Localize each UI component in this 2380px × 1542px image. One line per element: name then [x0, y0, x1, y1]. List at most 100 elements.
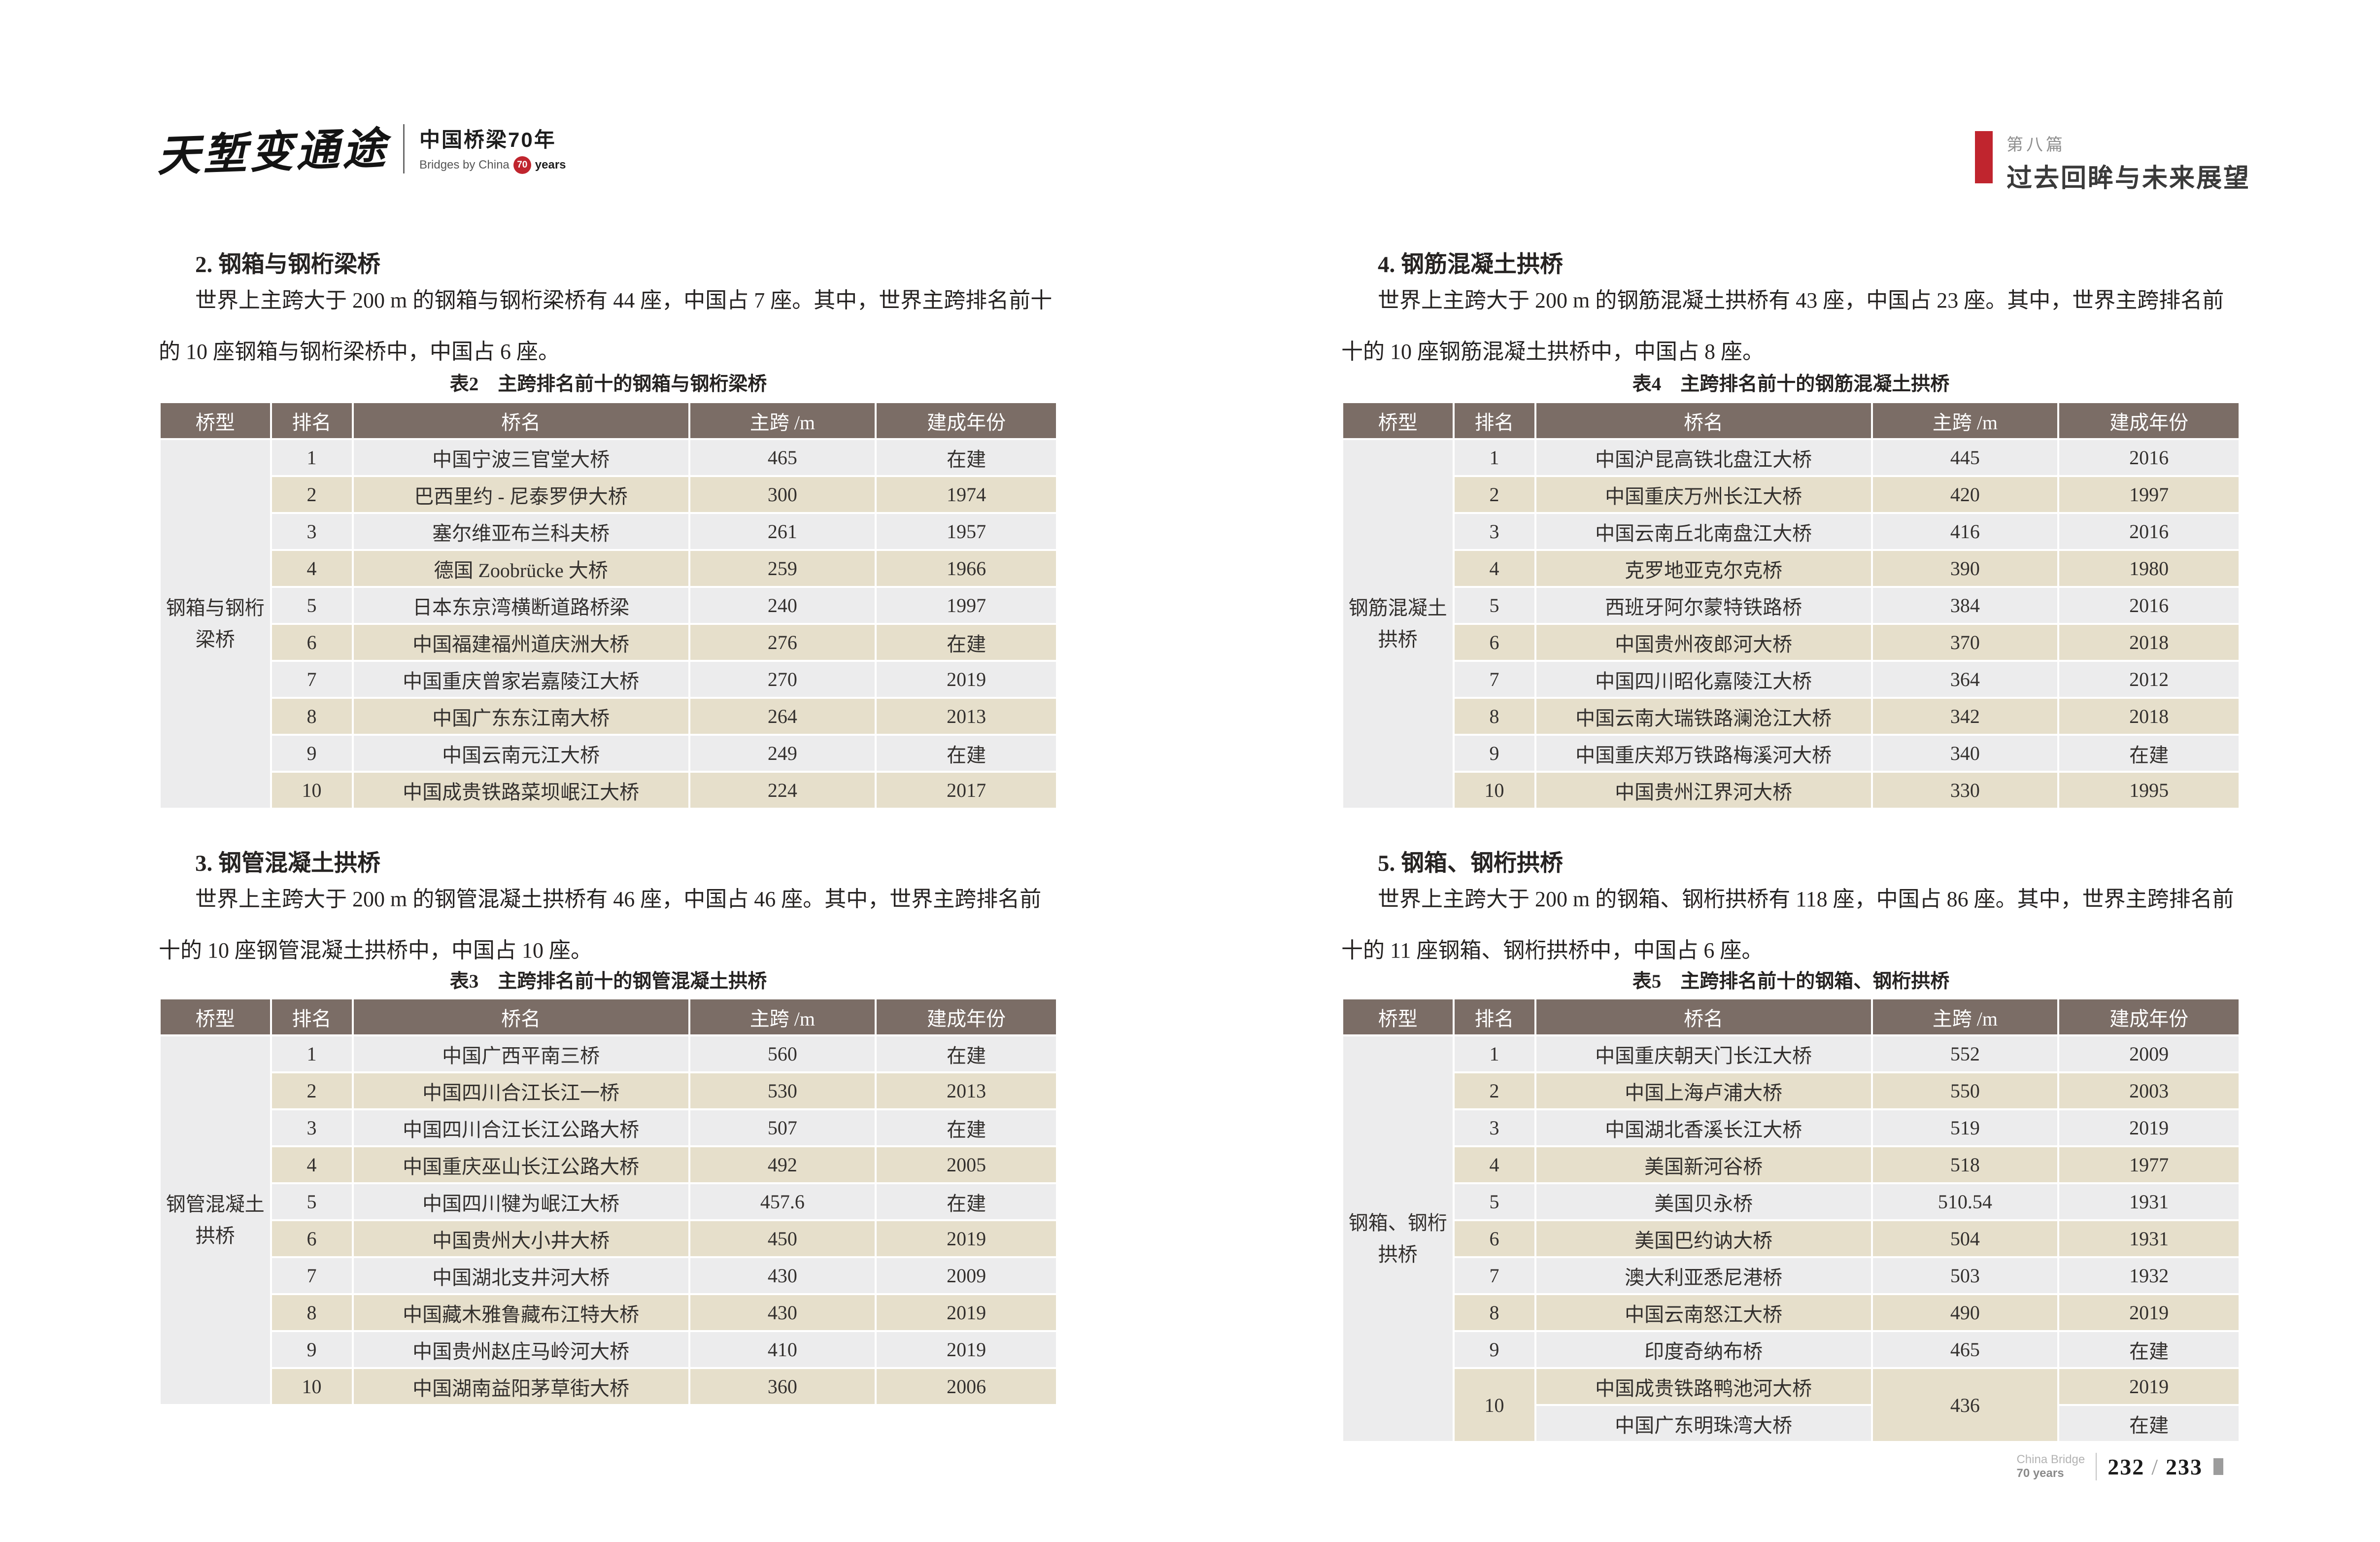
bridge-name-cell: 中国云南怒江大桥 [1536, 1295, 1871, 1330]
main-span-cell: 390 [1872, 551, 2058, 586]
year-built-cell: 2009 [877, 1258, 1056, 1293]
year-built-cell: 2012 [2059, 662, 2239, 697]
year-built-cell: 在建 [877, 625, 1056, 660]
year-built-cell: 2018 [2059, 699, 2239, 734]
bridge-name-cell: 中国四川合江长江一桥 [353, 1073, 688, 1108]
main-span-cell: 364 [1872, 662, 2058, 697]
rank-cell: 9 [272, 1332, 352, 1367]
year-built-cell: 2019 [2059, 1295, 2239, 1330]
bridge-name-cell: 澳大利亚悉尼港桥 [1536, 1258, 1871, 1293]
main-span-cell: 360 [690, 1369, 875, 1404]
year-built-cell: 1957 [877, 514, 1056, 549]
column-header: 桥型 [1343, 999, 1453, 1034]
bridge-name-cell: 中国云南元江大桥 [353, 736, 688, 771]
year-built-cell: 2019 [2059, 1369, 2239, 1404]
column-header: 桥名 [1536, 999, 1871, 1034]
section-paragraph: 世界上主跨大于 200 m 的钢箱、钢桁拱桥有 118 座，中国占 86 座。其… [1341, 887, 2234, 962]
rank-cell: 8 [272, 1295, 352, 1330]
table-header-row: 桥型 排名 桥名 主跨 /m 建成年份 [1343, 999, 2239, 1034]
table-row: 3 中国四川合江长江公路大桥 507 在建 [161, 1110, 1056, 1145]
bridge-name-cell: 中国云南丘北南盘江大桥 [1536, 514, 1871, 549]
table-row: 9 中国云南元江大桥 249 在建 [161, 736, 1056, 771]
column-header: 桥型 [161, 403, 270, 438]
footer-brand: China Bridge 70 years [2016, 1453, 2085, 1480]
bridge-name-cell: 中国重庆曾家岩嘉陵江大桥 [353, 662, 688, 697]
main-span-cell: 224 [690, 773, 875, 808]
column-header: 桥名 [353, 403, 688, 438]
table-header-row: 桥型 排名 桥名 主跨 /m 建成年份 [1343, 403, 2239, 438]
page-number-separator: / [2151, 1454, 2159, 1479]
main-span-cell: 465 [1872, 1332, 2058, 1367]
column-header: 主跨 /m [690, 999, 875, 1034]
rank-cell: 3 [1454, 514, 1534, 549]
main-span-cell: 436 [1872, 1369, 2058, 1441]
bridge-ranking-table: 桥型 排名 桥名 主跨 /m 建成年份 钢箱与钢桁 梁桥 1 中国宁波三官堂大桥 465 在建 2 巴… [159, 401, 1058, 810]
bridge-name-cell: 美国新河谷桥 [1536, 1147, 1871, 1182]
rank-cell: 3 [272, 1110, 352, 1145]
year-built-cell: 在建 [2059, 1332, 2239, 1367]
bridge-name-cell: 中国沪昆高铁北盘江大桥 [1536, 440, 1871, 475]
bridge-name-cell: 中国四川合江长江公路大桥 [353, 1110, 688, 1145]
bridge-name-cell: 中国重庆朝天门长江大桥 [1536, 1036, 1871, 1071]
rank-cell: 2 [272, 1073, 352, 1108]
rank-cell: 4 [1454, 551, 1534, 586]
year-built-cell: 2016 [2059, 514, 2239, 549]
table-row: 7 澳大利亚悉尼港桥 503 1932 [1343, 1258, 2239, 1293]
table-row: 8 中国云南怒江大桥 490 2019 [1343, 1295, 2239, 1330]
page-numbers: 232 / 233 [2108, 1454, 2203, 1480]
table-row: 钢筋混凝土 拱桥 1 中国沪昆高铁北盘江大桥 445 2016 [1343, 440, 2239, 808]
main-span-cell: 420 [1872, 477, 2058, 512]
table-row: 4 克罗地亚克尔克桥 390 1980 [1343, 551, 2239, 586]
main-span-cell: 519 [1872, 1110, 2058, 1145]
right-page-column: 4. 钢筋混凝土拱桥 世界上主跨大于 200 m 的钢筋混凝土拱桥有 43 座，… [1341, 0, 2241, 1542]
main-span-cell: 259 [690, 551, 875, 586]
bridge-name-cell: 日本东京湾横断道路桥梁 [353, 588, 688, 623]
bridge-type-cell: 钢筋混凝土 拱桥 [1343, 440, 1453, 808]
bridge-name-cell: 中国重庆万州长江大桥 [1536, 477, 1871, 512]
rank-cell: 10 [1454, 773, 1534, 808]
year-built-cell: 在建 [877, 1036, 1056, 1071]
main-span-cell: 249 [690, 736, 875, 771]
rank-cell: 9 [1454, 736, 1534, 771]
year-built-cell: 2019 [2059, 1110, 2239, 1145]
bridge-name-cell: 中国贵州大小井大桥 [353, 1221, 688, 1256]
chapter-header: 第八篇 过去回眸与未来展望 [1974, 131, 2250, 194]
table-caption: 表2 主跨排名前十的钢箱与钢桁梁桥 [449, 374, 767, 395]
rank-cell: 6 [272, 1221, 352, 1256]
column-header: 建成年份 [2059, 999, 2239, 1034]
section-heading: 2. 钢箱与钢桁梁桥 [195, 252, 380, 277]
page-footer: China Bridge 70 years 232 / 233 [2016, 1453, 2223, 1480]
year-built-cell: 2006 [877, 1369, 1056, 1404]
table-row: 2 中国四川合江长江一桥 530 2013 [161, 1073, 1056, 1108]
year-built-cell: 在建 [2059, 736, 2239, 771]
bridge-name-cell: 中国四川昭化嘉陵江大桥 [1536, 662, 1871, 697]
main-span-cell: 384 [1872, 588, 2058, 623]
bridge-name-cell: 中国贵州江界河大桥 [1536, 773, 1871, 808]
table-row: 6 中国贵州大小井大桥 450 2019 [161, 1221, 1056, 1256]
bridge-name-cell: 塞尔维亚布兰科夫桥 [353, 514, 688, 549]
year-built-cell: 在建 [877, 1110, 1056, 1145]
year-built-cell: 在建 [877, 440, 1056, 475]
section-paragraph: 世界上主跨大于 200 m 的钢管混凝土拱桥有 46 座，中国占 46 座。其中… [159, 887, 1042, 962]
page-number-left: 232 [2108, 1454, 2145, 1479]
bridge-name-cell: 中国成贵铁路鸭池河大桥 [1536, 1369, 1871, 1404]
column-header: 排名 [1454, 999, 1534, 1034]
section-paragraph: 世界上主跨大于 200 m 的钢箱与钢桁梁桥有 44 座，中国占 7 座。其中，… [159, 288, 1053, 364]
table-row: 钢箱、钢桁 拱桥 1 中国重庆朝天门长江大桥 552 2009 [1343, 1036, 2239, 1441]
main-span-cell: 503 [1872, 1258, 2058, 1293]
table-row: 10 中国湖南益阳茅草街大桥 360 2006 [161, 1369, 1056, 1404]
bridge-name-cell: 德国 Zoobrücke 大桥 [353, 551, 688, 586]
rank-cell: 8 [1454, 699, 1534, 734]
table-row: 7 中国重庆曾家岩嘉陵江大桥 270 2019 [161, 662, 1056, 697]
main-span-cell: 240 [690, 588, 875, 623]
column-header: 桥名 [353, 999, 688, 1034]
bridge-name-cell: 中国湖北支井河大桥 [353, 1258, 688, 1293]
bridge-name-cell: 中国重庆郑万铁路梅溪河大桥 [1536, 736, 1871, 771]
table-container: 桥型 排名 桥名 主跨 /m 建成年份 钢箱与钢桁 梁桥 1 中国宁波三官堂大桥 465 在建 2 巴… [159, 401, 1058, 810]
table-row: 5 中国四川犍为岷江大桥 457.6 在建 [161, 1184, 1056, 1219]
rank-cell: 10 [1454, 1369, 1534, 1441]
year-built-cell: 2003 [2059, 1073, 2239, 1108]
table-row: 5 美国贝永桥 510.54 1931 [1343, 1184, 2239, 1219]
main-span-cell: 261 [690, 514, 875, 549]
table-row: 9 中国贵州赵庄马岭河大桥 410 2019 [161, 1332, 1056, 1367]
